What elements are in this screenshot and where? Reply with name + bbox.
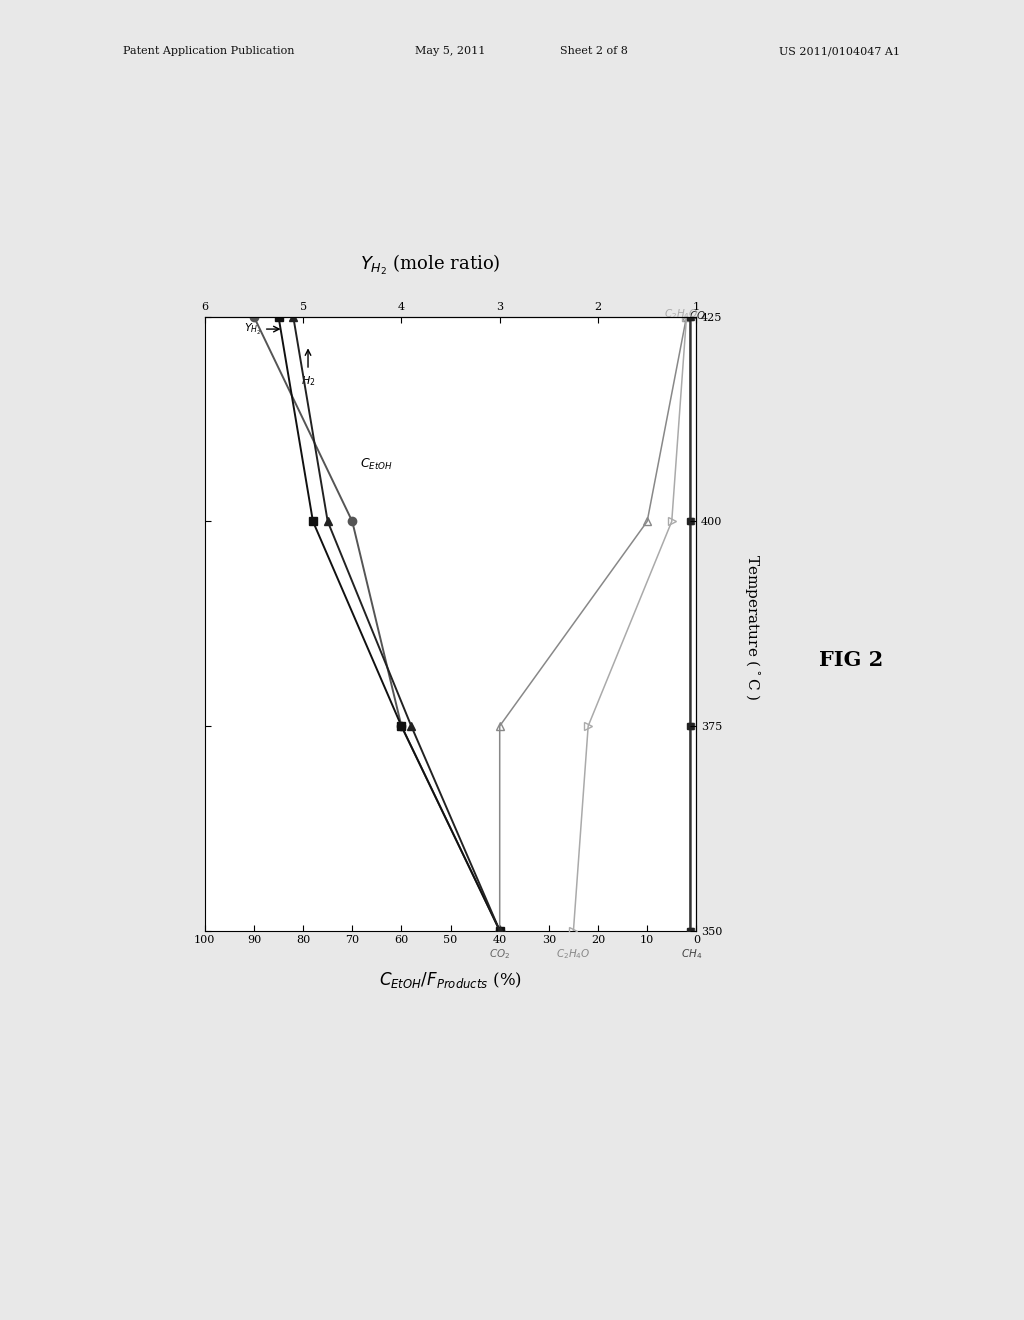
Text: May 5, 2011: May 5, 2011 — [416, 46, 485, 57]
Text: $C_2H_4O$: $C_2H_4O$ — [556, 946, 591, 961]
Text: $CH_4$: $CH_4$ — [681, 946, 702, 961]
Text: Temperature ($^\circ$C ): Temperature ($^\circ$C ) — [743, 553, 762, 701]
Text: FIG 2: FIG 2 — [819, 649, 884, 671]
Text: $C_{EtOH}/F_{Products}$ (%): $C_{EtOH}/F_{Products}$ (%) — [379, 970, 522, 990]
Text: Sheet 2 of 8: Sheet 2 of 8 — [560, 46, 628, 57]
Text: $CO_2$: $CO_2$ — [489, 946, 510, 961]
Text: Patent Application Publication: Patent Application Publication — [123, 46, 294, 57]
Text: $CO$: $CO$ — [689, 309, 706, 321]
Text: $H_2$: $H_2$ — [301, 374, 315, 388]
Text: $Y_{H_2}$: $Y_{H_2}$ — [244, 322, 262, 337]
Text: $C_{EtOH}$: $C_{EtOH}$ — [360, 457, 393, 471]
Text: $Y_{H_2}$ (mole ratio): $Y_{H_2}$ (mole ratio) — [359, 253, 501, 277]
Text: US 2011/0104047 A1: US 2011/0104047 A1 — [779, 46, 900, 57]
Text: $C_2H_4O$: $C_2H_4O$ — [665, 308, 699, 321]
